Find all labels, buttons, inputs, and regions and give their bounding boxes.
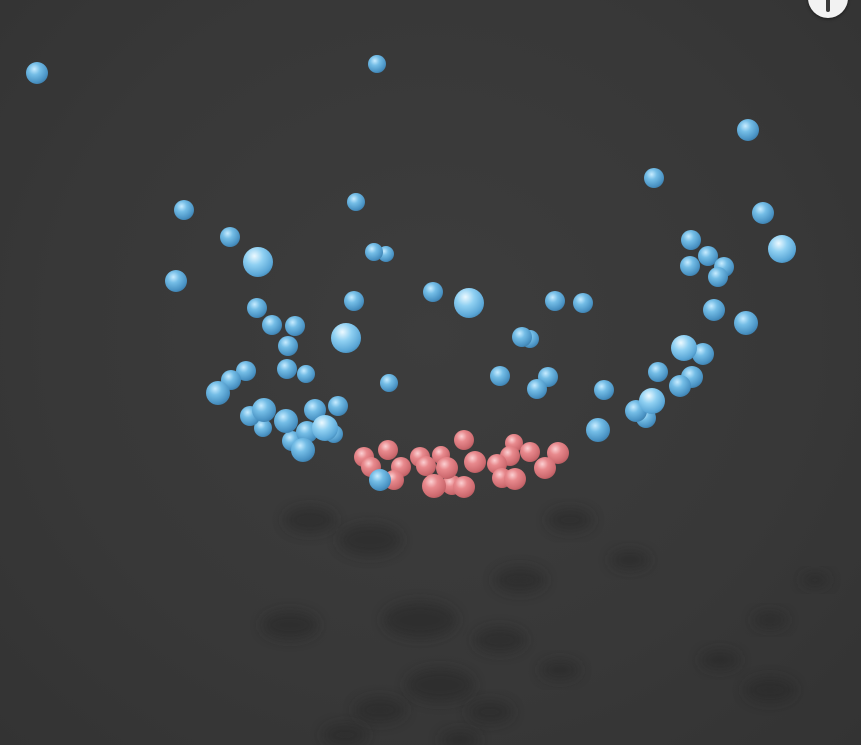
sphere-blue[interactable] [285,316,305,336]
sphere-blue[interactable] [692,343,714,365]
sphere-layer [26,55,796,498]
sphere-pink[interactable] [504,468,526,490]
ground-shadow [467,700,513,724]
sphere-blue[interactable] [328,396,348,416]
sphere-blue[interactable] [669,375,691,397]
ground-shadow [339,524,401,556]
sphere-blue[interactable] [369,469,391,491]
sphere-blue[interactable] [648,362,668,382]
info-button[interactable] [808,0,848,18]
ground-shadow [440,730,480,745]
sphere-blue[interactable] [174,200,194,220]
sphere-blue[interactable] [347,193,365,211]
sphere-blue[interactable] [247,298,267,318]
sphere-blue[interactable] [277,359,297,379]
sphere-blue[interactable] [734,311,758,335]
info-icon [826,0,830,12]
ground-shadow [700,650,740,670]
sphere-pink[interactable] [547,442,569,464]
sphere-blue[interactable] [206,381,230,405]
ground-shadow [284,507,336,533]
sphere-blue[interactable] [708,267,728,287]
sphere-pink[interactable] [436,457,458,479]
sphere-blue[interactable] [274,409,298,433]
sphere-blue[interactable] [304,399,326,421]
sphere-blue[interactable] [220,227,240,247]
sphere-blue[interactable] [312,415,338,441]
sphere-blue[interactable] [380,374,398,392]
sphere-blue[interactable] [681,230,701,250]
sphere-blue[interactable] [454,288,484,318]
sphere-pink[interactable] [534,457,556,479]
sphere-blue[interactable] [752,202,774,224]
sphere-blue[interactable] [278,336,298,356]
sphere-blue[interactable] [573,293,593,313]
sphere-blue[interactable] [594,380,614,400]
ground-shadow [801,573,829,587]
ground-shadow [494,567,546,593]
sphere-blue[interactable] [423,282,443,302]
ground-shadow [322,723,368,745]
sphere-blue[interactable] [165,270,187,292]
sphere-blue[interactable] [331,323,361,353]
sphere-pink[interactable] [464,451,486,473]
sphere-blue[interactable] [545,291,565,311]
sphere-blue[interactable] [586,418,610,442]
sphere-pink[interactable] [453,476,475,498]
sphere-blue[interactable] [365,243,383,261]
sphere-blue[interactable] [344,291,364,311]
sphere-blue[interactable] [291,438,315,462]
ground-shadow [406,668,474,702]
sphere-blue[interactable] [236,361,256,381]
ground-shadow [474,627,526,653]
sphere-pink[interactable] [422,474,446,498]
ground-shadow-layer [262,507,829,745]
ground-shadow [383,601,457,639]
sphere-pink[interactable] [416,456,436,476]
sphere-blue[interactable] [527,379,547,399]
ground-shadow [744,677,796,703]
sphere-blue[interactable] [680,256,700,276]
sphere-pink[interactable] [520,442,540,462]
sphere-blue[interactable] [768,235,796,263]
sphere-blue[interactable] [698,246,718,266]
sphere-blue[interactable] [243,247,273,277]
sphere-blue[interactable] [252,398,276,422]
ground-shadow [610,550,650,570]
sphere-blue[interactable] [297,365,315,383]
sphere-blue[interactable] [254,419,272,437]
sphere-blue[interactable] [512,327,532,347]
sphere-blue[interactable] [737,119,759,141]
sphere-pink[interactable] [378,440,398,460]
sphere-blue[interactable] [671,335,697,361]
ground-shadow [753,611,787,629]
ground-shadow [354,697,406,723]
sphere-blue[interactable] [703,299,725,321]
sphere-blue[interactable] [368,55,386,73]
sphere-blue[interactable] [644,168,664,188]
sphere-pink[interactable] [454,430,474,450]
ground-shadow [540,660,580,680]
ground-shadow [547,508,593,532]
sphere-blue[interactable] [490,366,510,386]
sphere-blue[interactable] [262,315,282,335]
sphere-blue[interactable] [639,388,665,414]
sphere-blue[interactable] [26,62,48,84]
ground-shadow [262,611,318,639]
